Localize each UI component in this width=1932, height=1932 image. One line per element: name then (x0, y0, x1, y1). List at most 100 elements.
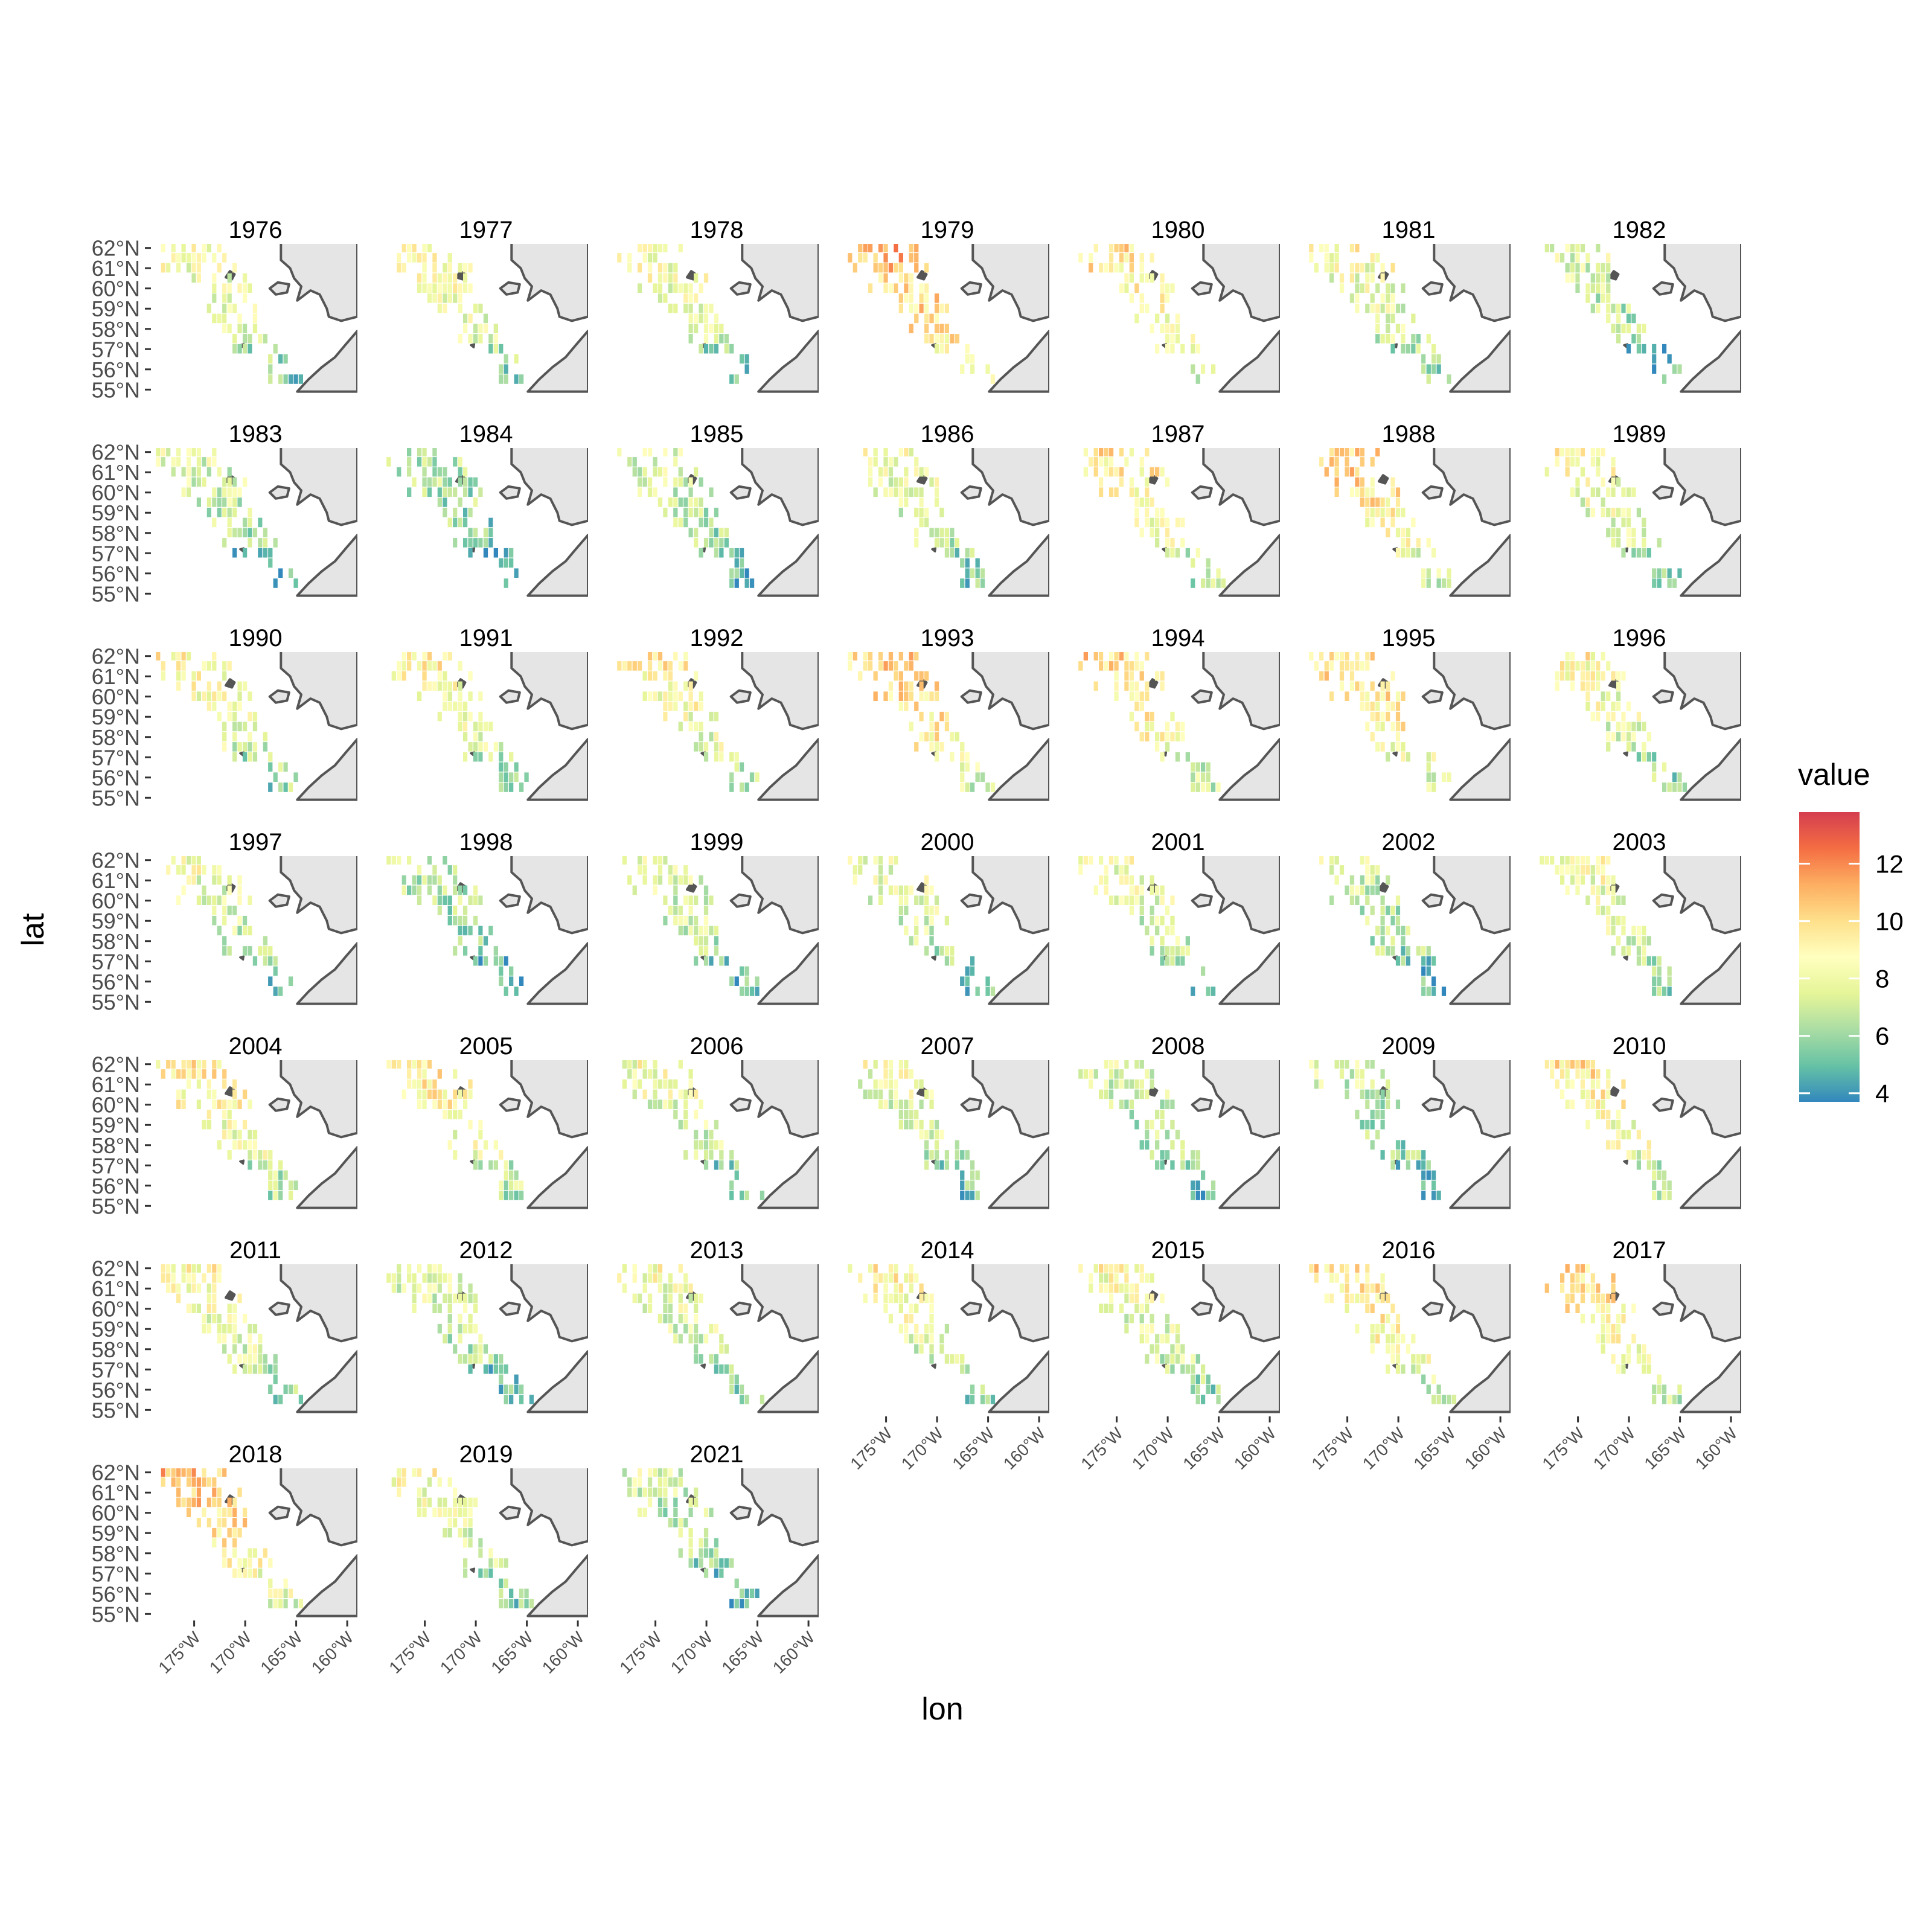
grid-cell (243, 283, 247, 293)
grid-cell (1550, 1059, 1554, 1069)
grid-cell (1647, 956, 1651, 966)
alaska-peninsula-land (1220, 943, 1280, 1004)
grid-cell (1427, 752, 1431, 762)
grid-cell (1390, 314, 1395, 324)
grid-cell (683, 1303, 688, 1313)
grid-cell (488, 1364, 493, 1374)
grid-cell (1145, 508, 1149, 517)
grid-cell (258, 1364, 262, 1374)
grid-cell (1375, 691, 1380, 701)
grid-cell (1570, 273, 1575, 283)
grid-cell (1130, 906, 1134, 915)
grid-cell (960, 1171, 964, 1180)
grid-cell (228, 497, 232, 507)
grid-cell (1642, 1344, 1646, 1354)
grid-cell (494, 1160, 498, 1170)
grid-cell (1145, 926, 1149, 936)
grid-cell (755, 772, 759, 782)
grid-cell (191, 243, 196, 252)
grid-cell (1371, 651, 1375, 661)
grid-cell (171, 467, 176, 477)
grid-cell (1627, 732, 1631, 741)
grid-cell (438, 1477, 442, 1487)
grid-cell (683, 702, 688, 711)
grid-cell (1431, 752, 1436, 762)
grid-cell (1386, 1344, 1390, 1354)
grid-cell (488, 722, 493, 732)
grid-cell (699, 1548, 703, 1558)
grid-cell (1390, 1344, 1395, 1354)
grid-cell (509, 976, 513, 986)
grid-cell (939, 946, 944, 956)
grid-cell (914, 487, 918, 497)
grid-cell (1601, 1110, 1605, 1119)
grid-cell (909, 447, 913, 456)
grid-cell (899, 1294, 903, 1303)
grid-cell (1555, 1059, 1559, 1069)
grid-cell (924, 1140, 929, 1150)
grid-cell (453, 865, 457, 875)
grid-cell (679, 467, 683, 477)
grid-cell (253, 1150, 257, 1160)
grid-cell (1611, 304, 1616, 313)
legend-colorbar (1799, 812, 1860, 1102)
grid-cell (1329, 855, 1334, 865)
grid-cell (955, 1354, 959, 1364)
grid-cell (1309, 243, 1313, 252)
grid-cell (1145, 1273, 1149, 1283)
grid-cell (1581, 1314, 1585, 1323)
grid-cell (899, 1284, 903, 1293)
facet-title: 1992 (690, 625, 744, 651)
grid-cell (633, 1477, 637, 1487)
grid-cell (653, 1080, 657, 1089)
grid-cell (689, 1334, 693, 1344)
grid-cell (448, 1334, 452, 1344)
grid-cell (202, 253, 206, 263)
grid-cell (653, 1467, 657, 1477)
grid-cell (965, 568, 970, 578)
grid-cell (191, 682, 196, 691)
grid-cell (458, 895, 462, 905)
grid-cell (1365, 1090, 1369, 1099)
nunivak-island (1423, 1303, 1442, 1315)
grid-cell (514, 374, 519, 384)
grid-cell (217, 1528, 222, 1538)
grid-cell (627, 661, 632, 671)
grid-cell (438, 467, 442, 477)
grid-cell (920, 304, 924, 313)
grid-cell (719, 1140, 723, 1150)
grid-cell (443, 691, 447, 701)
facet-panel-1988: 1988 (1319, 421, 1511, 596)
grid-cell (222, 283, 226, 293)
grid-cell (268, 364, 272, 374)
grid-cell (1596, 855, 1600, 865)
grid-cell (1335, 457, 1339, 467)
grid-cell (1314, 1059, 1319, 1069)
grid-cell (663, 1080, 667, 1089)
grid-cell (1390, 1150, 1395, 1160)
grid-cell (268, 1180, 272, 1190)
grid-cell (504, 772, 508, 782)
grid-cell (1627, 528, 1631, 537)
grid-cell (1165, 906, 1169, 915)
grid-cell (397, 467, 401, 477)
grid-cell (1421, 1180, 1425, 1190)
grid-cell (668, 682, 673, 691)
grid-cell (273, 1395, 278, 1404)
grid-cell (694, 314, 698, 324)
alaska-peninsula-land (989, 331, 1049, 392)
grid-cell (673, 1284, 677, 1293)
grid-cell (1581, 243, 1585, 252)
grid-cell (1345, 886, 1349, 895)
grid-cell (1401, 722, 1405, 732)
grid-cell (1575, 253, 1579, 263)
grid-cell (1170, 1140, 1174, 1150)
grid-cell (689, 875, 693, 885)
grid-cell (1627, 1150, 1631, 1160)
grid-cell (1606, 1334, 1610, 1344)
grid-cell (1355, 1273, 1359, 1283)
grid-cell (899, 886, 903, 895)
grid-cell (207, 682, 211, 691)
grid-cell (920, 508, 924, 517)
grid-cell (243, 1518, 247, 1527)
